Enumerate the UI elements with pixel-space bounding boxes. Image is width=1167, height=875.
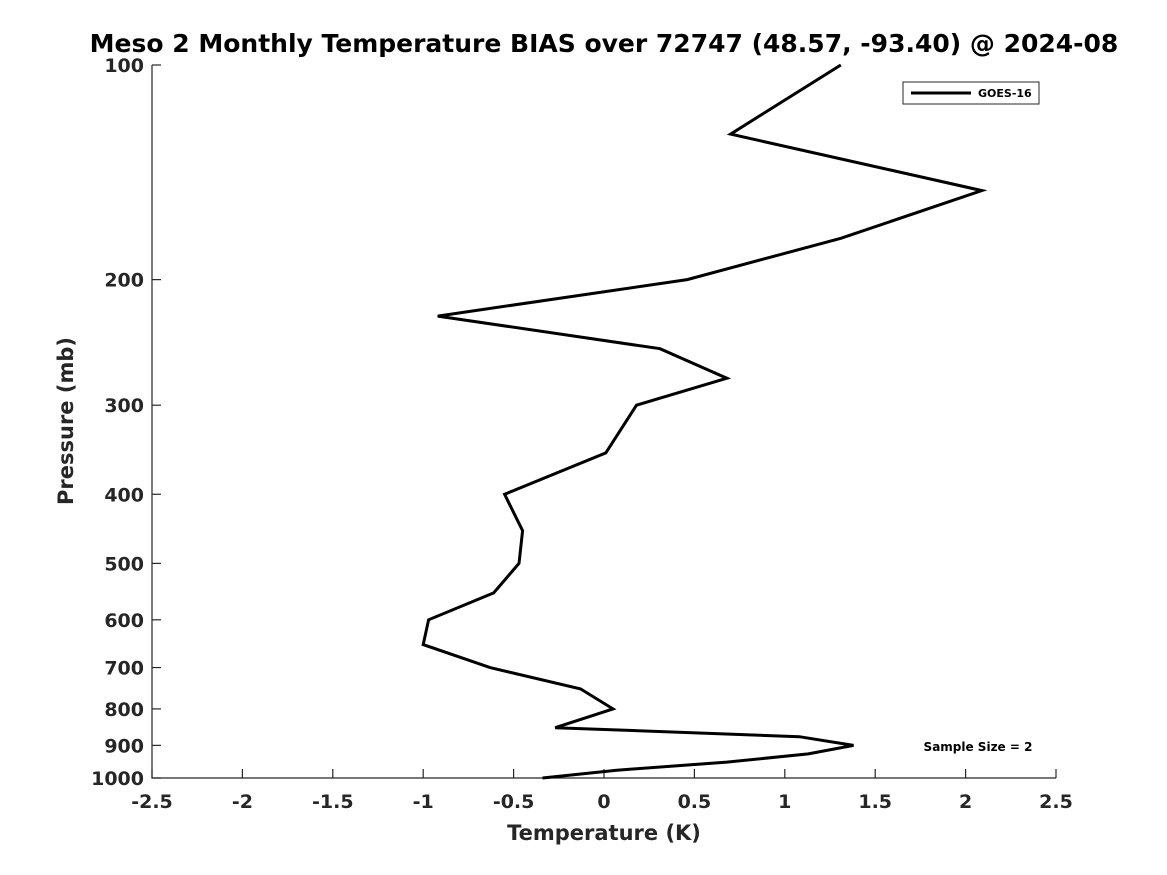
y-tick-label: 1000 xyxy=(91,768,144,790)
y-tick-label: 700 xyxy=(104,658,144,680)
y-tick-label: 400 xyxy=(104,484,144,506)
y-axis-ticks: 100 200 300 400 500 600 700 800 900 1000 xyxy=(91,55,161,790)
x-tick-label: 0 xyxy=(597,791,610,813)
x-tick-label: 2.5 xyxy=(1039,791,1073,813)
x-axis-ticks: -2.5 -2 -1.5 -1 -0.5 0 0.5 1 1.5 2 2.5 xyxy=(131,769,1073,813)
y-tick-label: 300 xyxy=(104,395,144,417)
y-axis-label: Pressure (mb) xyxy=(54,337,78,505)
y-tick-label: 200 xyxy=(104,270,144,292)
x-tick-label: 1.5 xyxy=(858,791,892,813)
y-tick-label: 800 xyxy=(104,699,144,721)
x-tick-label: -0.5 xyxy=(493,791,535,813)
x-tick-label: 0.5 xyxy=(678,791,712,813)
x-axis-label: Temperature (K) xyxy=(507,821,701,845)
legend: GOES-16 xyxy=(902,81,1040,105)
x-tick-label: -1 xyxy=(413,791,434,813)
x-tick-label: -1.5 xyxy=(312,791,354,813)
series-line-goes-16 xyxy=(421,63,988,780)
chart-title: Meso 2 Monthly Temperature BIAS over 727… xyxy=(90,29,1119,58)
y-tick-label: 100 xyxy=(104,55,144,77)
x-tick-label: -2.5 xyxy=(131,791,173,813)
x-tick-label: -2 xyxy=(232,791,253,813)
series-group xyxy=(421,63,988,780)
y-tick-label: 600 xyxy=(104,610,144,632)
legend-label: GOES-16 xyxy=(978,87,1032,100)
sample-size-annotation: Sample Size = 2 xyxy=(924,740,1033,754)
x-tick-label: 2 xyxy=(959,791,972,813)
y-tick-label: 500 xyxy=(104,553,144,575)
y-tick-label: 900 xyxy=(104,735,144,757)
x-tick-label: 1 xyxy=(778,791,791,813)
